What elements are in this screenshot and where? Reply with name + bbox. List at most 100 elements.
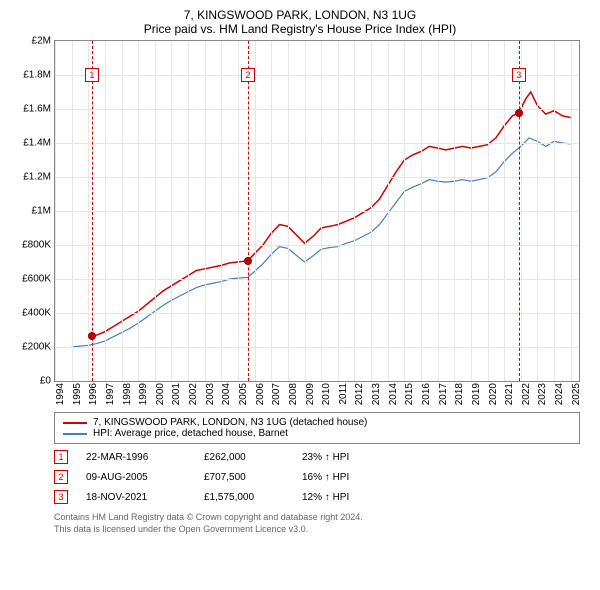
x-gridline	[537, 41, 538, 381]
x-gridline	[554, 41, 555, 381]
legend: 7, KINGSWOOD PARK, LONDON, N3 1UG (detac…	[54, 412, 580, 444]
legend-label: HPI: Average price, detached house, Barn…	[93, 428, 288, 439]
x-gridline	[188, 41, 189, 381]
x-gridline	[504, 41, 505, 381]
x-axis-label: 2018	[454, 383, 465, 405]
y-gridline	[55, 279, 579, 280]
event-line	[519, 41, 520, 381]
y-axis-label: £0	[40, 376, 55, 387]
x-axis-label: 2020	[488, 383, 499, 405]
sale-price: £262,000	[204, 452, 284, 463]
x-gridline	[72, 41, 73, 381]
x-axis-label: 2022	[521, 383, 532, 405]
x-gridline	[471, 41, 472, 381]
y-axis-label: £200K	[22, 342, 55, 353]
attribution: Contains HM Land Registry data © Crown c…	[54, 512, 580, 535]
sale-number-box: 2	[54, 470, 68, 484]
x-gridline	[255, 41, 256, 381]
x-gridline	[88, 41, 89, 381]
plot-region: £0£200K£400K£600K£800K£1M£1.2M£1.4M£1.6M…	[54, 40, 580, 382]
event-marker-box: 2	[241, 68, 255, 82]
sale-date: 09-AUG-2005	[86, 472, 186, 483]
x-gridline	[271, 41, 272, 381]
event-marker-box: 3	[512, 68, 526, 82]
sale-point-marker	[88, 332, 96, 340]
y-gridline	[55, 143, 579, 144]
x-gridline	[205, 41, 206, 381]
event-line	[248, 41, 249, 381]
x-axis-label: 2016	[421, 383, 432, 405]
x-axis-label: 1996	[88, 383, 99, 405]
x-axis-label: 2013	[371, 383, 382, 405]
legend-label: 7, KINGSWOOD PARK, LONDON, N3 1UG (detac…	[93, 417, 367, 428]
sale-hpi-diff: 23% ↑ HPI	[302, 452, 382, 463]
x-gridline	[371, 41, 372, 381]
x-gridline	[354, 41, 355, 381]
x-gridline	[171, 41, 172, 381]
x-axis-label: 2004	[221, 383, 232, 405]
sale-price: £1,575,000	[204, 492, 284, 503]
x-gridline	[404, 41, 405, 381]
x-axis-label: 2011	[338, 383, 349, 405]
x-axis-label: 2005	[238, 383, 249, 405]
x-gridline	[155, 41, 156, 381]
x-gridline	[571, 41, 572, 381]
x-axis-label: 2001	[171, 383, 182, 405]
x-axis-label: 1994	[55, 383, 66, 405]
x-axis-label: 2006	[255, 383, 266, 405]
x-axis-label: 2010	[321, 383, 332, 405]
x-gridline	[55, 41, 56, 381]
x-gridline	[288, 41, 289, 381]
y-axis-label: £800K	[22, 240, 55, 251]
x-gridline	[454, 41, 455, 381]
x-gridline	[421, 41, 422, 381]
sale-row: 209-AUG-2005£707,50016% ↑ HPI	[54, 470, 580, 484]
chart-title-block: 7, KINGSWOOD PARK, LONDON, N3 1UG Price …	[14, 8, 586, 36]
legend-row: HPI: Average price, detached house, Barn…	[63, 428, 571, 439]
x-axis-label: 2012	[354, 383, 365, 405]
x-axis-label: 2009	[305, 383, 316, 405]
sale-hpi-diff: 16% ↑ HPI	[302, 472, 382, 483]
y-gridline	[55, 109, 579, 110]
event-line	[92, 41, 93, 381]
x-gridline	[221, 41, 222, 381]
sale-number-box: 3	[54, 490, 68, 504]
y-axis-label: £1.8M	[23, 70, 55, 81]
y-axis-label: £600K	[22, 274, 55, 285]
x-gridline	[488, 41, 489, 381]
y-gridline	[55, 347, 579, 348]
x-axis-label: 1997	[105, 383, 116, 405]
x-gridline	[122, 41, 123, 381]
legend-swatch	[63, 433, 87, 435]
x-gridline	[338, 41, 339, 381]
attribution-line: This data is licensed under the Open Gov…	[54, 524, 580, 536]
legend-swatch	[63, 422, 87, 424]
x-axis-label: 1995	[72, 383, 83, 405]
x-axis-label: 1998	[122, 383, 133, 405]
y-gridline	[55, 75, 579, 76]
sale-row: 318-NOV-2021£1,575,00012% ↑ HPI	[54, 490, 580, 504]
x-axis-label: 1999	[138, 383, 149, 405]
y-axis-label: £2M	[32, 36, 55, 47]
y-axis-label: £400K	[22, 308, 55, 319]
x-axis-label: 2019	[471, 383, 482, 405]
y-gridline	[55, 313, 579, 314]
x-gridline	[388, 41, 389, 381]
x-gridline	[105, 41, 106, 381]
x-axis-label: 2000	[155, 383, 166, 405]
y-axis-label: £1.6M	[23, 104, 55, 115]
chart-title: 7, KINGSWOOD PARK, LONDON, N3 1UG	[14, 8, 586, 22]
x-gridline	[138, 41, 139, 381]
x-axis-label: 2024	[554, 383, 565, 405]
attribution-line: Contains HM Land Registry data © Crown c…	[54, 512, 580, 524]
y-axis-label: £1.2M	[23, 172, 55, 183]
x-axis-label: 2017	[438, 383, 449, 405]
x-axis-label: 2023	[537, 383, 548, 405]
y-axis-label: £1M	[32, 206, 55, 217]
x-gridline	[238, 41, 239, 381]
y-gridline	[55, 245, 579, 246]
x-axis-label: 2003	[205, 383, 216, 405]
x-gridline	[438, 41, 439, 381]
sale-date: 18-NOV-2021	[86, 492, 186, 503]
x-gridline	[521, 41, 522, 381]
